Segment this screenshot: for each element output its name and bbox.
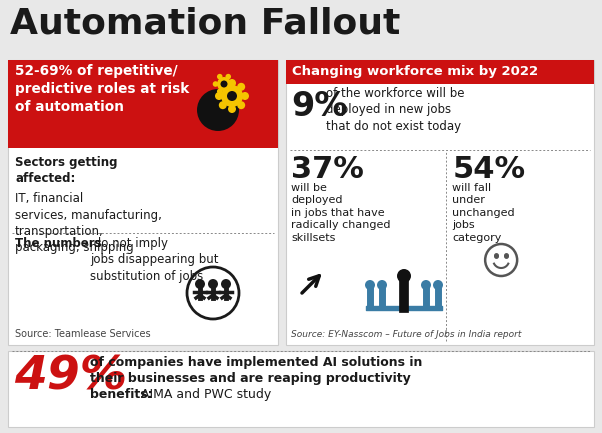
Text: of companies have implemented AI solutions in: of companies have implemented AI solutio… — [90, 356, 423, 369]
Circle shape — [365, 280, 375, 290]
FancyBboxPatch shape — [8, 60, 278, 345]
Circle shape — [226, 74, 231, 79]
Text: 49%: 49% — [14, 355, 127, 400]
Circle shape — [241, 92, 249, 100]
Circle shape — [397, 269, 411, 283]
Circle shape — [237, 101, 245, 109]
Circle shape — [221, 279, 231, 289]
Text: will fall
under
unchanged
jobs
category: will fall under unchanged jobs category — [452, 183, 515, 242]
Text: their businesses and are reaping productivity: their businesses and are reaping product… — [90, 372, 411, 385]
Text: 9%: 9% — [291, 90, 347, 123]
Text: 52-69% of repetitive/
predictive roles at risk
of automation: 52-69% of repetitive/ predictive roles a… — [15, 64, 189, 114]
Text: The numbers: The numbers — [15, 237, 102, 250]
FancyBboxPatch shape — [8, 351, 594, 427]
Circle shape — [421, 280, 431, 290]
Circle shape — [219, 83, 227, 91]
Text: Sectors getting
affected:: Sectors getting affected: — [15, 156, 117, 185]
Text: 54%: 54% — [452, 155, 526, 184]
Circle shape — [433, 280, 443, 290]
Circle shape — [228, 79, 236, 87]
Circle shape — [208, 279, 218, 289]
Circle shape — [227, 91, 237, 101]
Text: Changing workforce mix by 2022: Changing workforce mix by 2022 — [292, 65, 538, 78]
Text: AIMA and PWC study: AIMA and PWC study — [137, 388, 272, 401]
Text: Automation Fallout: Automation Fallout — [10, 6, 400, 40]
Circle shape — [217, 89, 223, 94]
Circle shape — [197, 89, 239, 131]
Circle shape — [213, 81, 219, 87]
Circle shape — [217, 74, 223, 79]
Text: will be
deployed
in jobs that have
radically changed
skillsets: will be deployed in jobs that have radic… — [291, 183, 391, 242]
Circle shape — [217, 77, 231, 91]
Circle shape — [220, 81, 228, 87]
Text: do not imply
jobs disappearing but
substitution of jobs: do not imply jobs disappearing but subst… — [90, 237, 219, 283]
Circle shape — [226, 89, 231, 94]
Circle shape — [230, 81, 235, 87]
FancyBboxPatch shape — [8, 60, 278, 148]
Text: Source: EY-Nasscom – Future of Jobs in India report: Source: EY-Nasscom – Future of Jobs in I… — [291, 330, 521, 339]
Circle shape — [221, 85, 243, 107]
Text: IT, financial
services, manufacturing,
transportation,
packaging, shipping: IT, financial services, manufacturing, t… — [15, 192, 162, 255]
Circle shape — [195, 279, 205, 289]
Circle shape — [377, 280, 387, 290]
Circle shape — [219, 101, 227, 109]
Circle shape — [228, 105, 236, 113]
FancyBboxPatch shape — [286, 60, 594, 84]
Text: benefits:: benefits: — [90, 388, 153, 401]
Text: 37%: 37% — [291, 155, 364, 184]
FancyBboxPatch shape — [286, 60, 594, 345]
Circle shape — [215, 92, 223, 100]
Circle shape — [237, 83, 245, 91]
Text: Source: Teamlease Services: Source: Teamlease Services — [15, 329, 151, 339]
Text: of the workforce will be
deployed in new jobs
that do not exist today: of the workforce will be deployed in new… — [326, 87, 465, 133]
